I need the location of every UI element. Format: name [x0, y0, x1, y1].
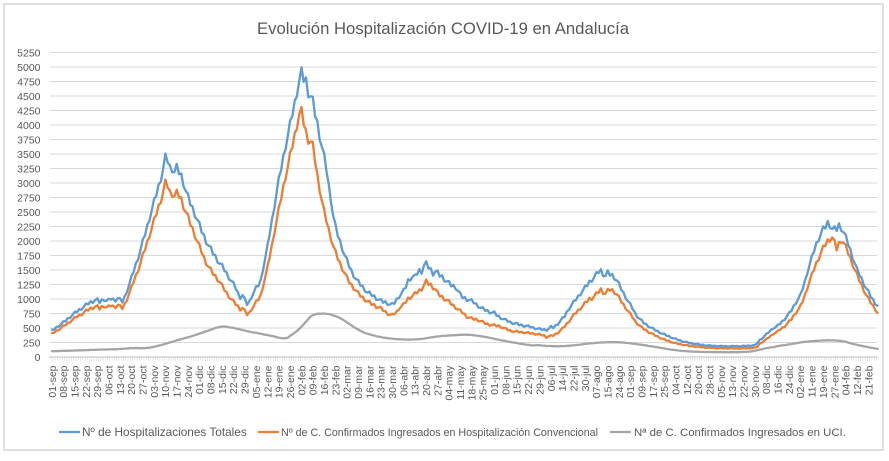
svg-text:29-jun: 29-jun: [534, 365, 546, 394]
svg-text:05-nov: 05-nov: [716, 365, 728, 398]
svg-text:10-nov: 10-nov: [160, 365, 172, 398]
svg-text:21-feb: 21-feb: [863, 365, 875, 395]
svg-text:02-ene: 02-ene: [795, 365, 807, 398]
svg-text:08-jun: 08-jun: [500, 365, 512, 394]
svg-text:20-oct: 20-oct: [126, 365, 138, 394]
svg-text:19-ene: 19-ene: [274, 365, 286, 398]
svg-text:01-dic: 01-dic: [194, 366, 206, 395]
svg-text:16-dic: 16-dic: [773, 366, 785, 395]
svg-text:Nº de Hospitalizaciones Totale: Nº de Hospitalizaciones Totales: [82, 425, 247, 439]
svg-text:05-ene: 05-ene: [251, 365, 263, 398]
svg-text:03-nov: 03-nov: [149, 365, 161, 398]
svg-text:500: 500: [23, 323, 41, 335]
svg-text:22-sep: 22-sep: [81, 365, 93, 397]
svg-text:4500: 4500: [17, 91, 41, 103]
svg-text:250: 250: [23, 337, 41, 349]
svg-text:22-nov: 22-nov: [739, 365, 751, 398]
svg-text:3250: 3250: [17, 163, 41, 175]
svg-text:16-feb: 16-feb: [319, 365, 331, 395]
svg-text:27-ene: 27-ene: [829, 365, 841, 398]
svg-text:17-sep: 17-sep: [648, 365, 660, 397]
svg-text:2750: 2750: [17, 192, 41, 204]
svg-text:27-oct: 27-oct: [138, 365, 150, 394]
svg-text:2500: 2500: [17, 207, 41, 219]
svg-text:30-nov: 30-nov: [750, 365, 762, 398]
svg-text:2000: 2000: [17, 236, 41, 248]
svg-text:5250: 5250: [17, 47, 41, 59]
svg-text:20-abr: 20-abr: [421, 365, 433, 396]
svg-text:12-oct: 12-oct: [682, 365, 694, 394]
svg-text:14-jul: 14-jul: [557, 366, 569, 392]
svg-text:2250: 2250: [17, 221, 41, 233]
svg-text:12-feb: 12-feb: [852, 365, 864, 395]
svg-text:13-oct: 13-oct: [115, 365, 127, 394]
svg-text:15-jun: 15-jun: [512, 365, 524, 394]
svg-text:09-mar: 09-mar: [353, 365, 365, 399]
svg-text:27-abr: 27-abr: [432, 365, 444, 396]
svg-text:22-dic: 22-dic: [228, 366, 240, 395]
svg-text:17-nov: 17-nov: [172, 365, 184, 398]
svg-text:4750: 4750: [17, 76, 41, 88]
svg-text:09-sep: 09-sep: [637, 365, 649, 397]
svg-text:3750: 3750: [17, 134, 41, 146]
svg-text:08-dic: 08-dic: [206, 366, 218, 395]
svg-text:25-sep: 25-sep: [659, 365, 671, 397]
svg-text:11-may: 11-may: [455, 365, 467, 400]
svg-text:02-mar: 02-mar: [342, 365, 354, 399]
svg-text:750: 750: [23, 308, 41, 320]
svg-text:08-sep: 08-sep: [58, 365, 70, 397]
svg-text:23-feb: 23-feb: [330, 365, 342, 395]
svg-text:01-sep: 01-sep: [47, 365, 59, 397]
svg-text:04-oct: 04-oct: [671, 365, 683, 394]
svg-text:Evolución Hospitalización COVI: Evolución Hospitalización COVID-19 en An…: [257, 19, 630, 38]
svg-text:12-ene: 12-ene: [262, 365, 274, 398]
svg-text:24-nov: 24-nov: [183, 365, 195, 398]
svg-text:28-oct: 28-oct: [705, 365, 717, 394]
svg-text:15-sep: 15-sep: [70, 365, 82, 397]
svg-text:4000: 4000: [17, 120, 41, 132]
svg-text:3000: 3000: [17, 178, 41, 190]
svg-text:29-dic: 29-dic: [240, 366, 252, 395]
svg-text:22-jul: 22-jul: [568, 366, 580, 392]
svg-text:Nª de C. Confirmados Ingresado: Nª de C. Confirmados Ingresados en UCI.: [634, 427, 846, 439]
svg-text:30-mar: 30-mar: [387, 365, 399, 399]
svg-text:01-sep: 01-sep: [625, 365, 637, 397]
svg-text:24-dic: 24-dic: [784, 366, 796, 395]
svg-text:1500: 1500: [17, 265, 41, 277]
svg-text:22-jun: 22-jun: [523, 365, 535, 394]
svg-text:09-feb: 09-feb: [308, 365, 320, 395]
svg-text:1750: 1750: [17, 250, 41, 262]
svg-text:30-jul: 30-jul: [580, 366, 592, 392]
svg-text:19-ene: 19-ene: [818, 365, 830, 398]
svg-text:24-ago: 24-ago: [614, 365, 626, 398]
svg-text:1250: 1250: [17, 279, 41, 291]
svg-text:25-may: 25-may: [478, 365, 490, 401]
svg-text:07-ago: 07-ago: [591, 365, 603, 398]
svg-text:01-jun: 01-jun: [489, 365, 501, 394]
svg-text:16-mar: 16-mar: [364, 365, 376, 399]
svg-text:11-ene: 11-ene: [807, 365, 819, 397]
svg-text:15-ago: 15-ago: [603, 365, 615, 398]
svg-text:26-ene: 26-ene: [285, 365, 297, 398]
svg-text:02-feb: 02-feb: [296, 365, 308, 395]
svg-text:1000: 1000: [17, 294, 41, 306]
svg-text:13-abr: 13-abr: [410, 365, 422, 396]
svg-text:04-may: 04-may: [444, 365, 456, 401]
svg-text:04-feb: 04-feb: [841, 365, 853, 395]
svg-text:06-jul: 06-jul: [546, 366, 558, 392]
svg-text:3500: 3500: [17, 149, 41, 161]
svg-text:23-mar: 23-mar: [376, 365, 388, 399]
svg-text:18-may: 18-may: [466, 365, 478, 401]
svg-text:13-nov: 13-nov: [727, 365, 739, 398]
svg-text:06-abr: 06-abr: [398, 365, 410, 396]
svg-text:15-dic: 15-dic: [217, 366, 229, 395]
svg-text:20-oct: 20-oct: [693, 365, 705, 394]
svg-text:4250: 4250: [17, 105, 41, 117]
svg-text:Nº de C. Confirmados Ingresado: Nº de C. Confirmados Ingresados en Hospi…: [281, 427, 598, 439]
svg-text:08-dic: 08-dic: [761, 366, 773, 395]
svg-text:5000: 5000: [17, 62, 41, 74]
svg-text:0: 0: [35, 352, 41, 364]
svg-text:29-sep: 29-sep: [92, 365, 104, 397]
svg-text:06-oct: 06-oct: [104, 365, 116, 394]
